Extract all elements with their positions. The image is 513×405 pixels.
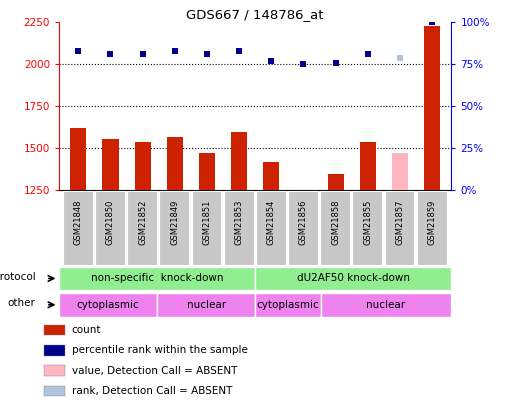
Bar [328,175,344,190]
Bar [224,191,253,264]
Text: GSM21853: GSM21853 [234,199,244,245]
Bar [199,153,215,190]
Bar [167,137,183,190]
Text: cytoplasmic: cytoplasmic [256,300,319,310]
Text: GSM21848: GSM21848 [74,199,83,245]
Text: GSM21858: GSM21858 [331,199,340,245]
Title: GDS667 / 148786_at: GDS667 / 148786_at [186,8,324,21]
Text: GSM21855: GSM21855 [363,199,372,245]
Bar [63,191,93,264]
Bar [417,191,447,264]
Text: cytoplasmic: cytoplasmic [76,300,140,310]
Bar [385,191,415,264]
Text: count: count [72,325,102,335]
Bar [263,162,280,190]
Bar [255,293,321,317]
Text: nuclear: nuclear [366,300,406,310]
Bar [95,191,125,264]
Text: GSM21857: GSM21857 [396,199,404,245]
Bar [288,191,318,264]
Bar [392,153,408,190]
Text: GSM21854: GSM21854 [267,199,276,245]
Bar [321,293,451,317]
Text: GSM21849: GSM21849 [170,199,180,245]
Bar [134,143,151,190]
Bar [103,139,119,190]
Bar [44,386,65,396]
Bar [59,293,157,317]
Bar [320,191,350,264]
Text: dU2AF50 knock-down: dU2AF50 knock-down [297,273,410,283]
Bar [424,26,440,190]
Text: nuclear: nuclear [187,300,226,310]
Text: GSM21852: GSM21852 [138,199,147,245]
Bar [191,191,222,264]
Bar [160,191,189,264]
Bar [44,365,65,376]
Bar [44,325,65,335]
Bar [157,293,255,317]
Text: protocol: protocol [0,272,35,282]
Bar [44,345,65,356]
Bar [256,191,286,264]
Text: rank, Detection Call = ABSENT: rank, Detection Call = ABSENT [72,386,232,396]
Text: non-specific  knock-down: non-specific knock-down [91,273,223,283]
Text: value, Detection Call = ABSENT: value, Detection Call = ABSENT [72,366,237,375]
Text: GSM21850: GSM21850 [106,199,115,245]
Bar [352,191,382,264]
Text: GSM21851: GSM21851 [203,199,211,245]
Bar [127,191,157,264]
Bar [70,128,86,190]
Text: GSM21859: GSM21859 [428,199,437,245]
Text: percentile rank within the sample: percentile rank within the sample [72,345,248,355]
Bar [255,266,451,290]
Bar [59,266,255,290]
Text: other: other [8,298,35,309]
Text: GSM21856: GSM21856 [299,199,308,245]
Bar [360,143,376,190]
Bar [231,132,247,190]
